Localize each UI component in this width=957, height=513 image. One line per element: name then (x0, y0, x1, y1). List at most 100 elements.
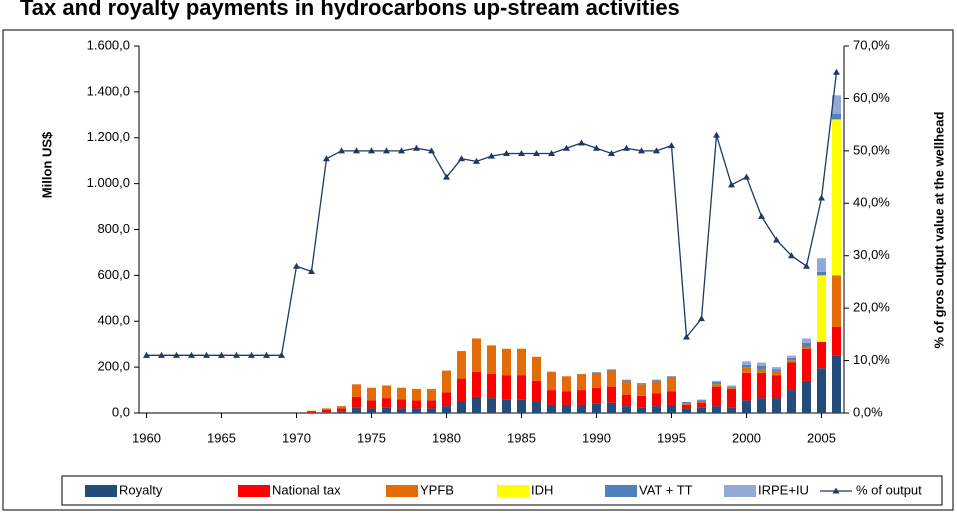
bar-segment (427, 408, 436, 413)
bar-segment (577, 390, 586, 405)
bar-segment (577, 374, 586, 391)
bar-segment (757, 365, 766, 370)
x-tick-label: 1975 (357, 430, 386, 445)
x-tick-label: 1970 (282, 430, 311, 445)
line-marker (323, 155, 330, 162)
bar-segment (757, 398, 766, 413)
bar-segment (607, 369, 616, 371)
line-marker (368, 147, 375, 154)
bar-segment (817, 275, 826, 342)
legend-label: National tax (272, 482, 341, 497)
chart-title: Tax and royalty payments in hydrocarbons… (20, 0, 680, 20)
line-marker (563, 144, 570, 151)
bar-segment (382, 398, 391, 408)
bar-segment (562, 391, 571, 405)
bar-segment (682, 408, 691, 413)
bar-segment (802, 338, 811, 344)
chart-frame (2, 29, 954, 511)
line-marker (518, 149, 525, 156)
line-marker (308, 267, 315, 274)
x-tick-label: 1990 (582, 430, 611, 445)
legend-label: IDH (531, 482, 553, 497)
bar-segment (757, 372, 766, 399)
y-tick-label: 1.600,0 (87, 37, 130, 52)
bar-segment (562, 376, 571, 392)
bar-segment (622, 379, 631, 381)
bar-segment (832, 119, 841, 276)
bar-segment (682, 404, 691, 409)
legend-label: YPFB (420, 482, 454, 497)
bar-segment (652, 379, 661, 381)
line-marker (488, 152, 495, 159)
bar-segment (652, 393, 661, 407)
line-marker (803, 262, 810, 269)
bar-segment (592, 387, 601, 404)
legend-label: Royalty (119, 482, 163, 497)
bar-segment (667, 377, 676, 392)
bar-segment (607, 370, 616, 387)
bar-segment (712, 406, 721, 413)
line-marker (713, 131, 720, 138)
bar-segment (427, 388, 436, 401)
line-marker (233, 351, 240, 358)
line-marker (833, 68, 840, 75)
bar-segment (772, 375, 781, 399)
y-tick-label: 800,0 (97, 221, 130, 236)
line-marker (683, 333, 690, 340)
line-marker (413, 144, 420, 151)
line-marker (773, 236, 780, 243)
legend-label: % of output (856, 482, 922, 497)
line-marker (728, 181, 735, 188)
y-tick-label: 400,0 (97, 313, 130, 328)
line-marker (758, 212, 765, 219)
line-marker (458, 155, 465, 162)
bar-segment (637, 384, 646, 396)
bar-segment (322, 410, 331, 413)
line-marker (473, 157, 480, 164)
bar-segment (547, 390, 556, 405)
bar-segment (412, 388, 421, 401)
y2-tick-label: 10,0% (853, 352, 890, 367)
bar-segment (427, 400, 436, 409)
line-marker (143, 351, 150, 358)
bar-segment (727, 388, 736, 408)
bar-segment (727, 387, 736, 389)
bar-segment (592, 372, 601, 388)
legend-label: VAT + TT (639, 482, 693, 497)
bar-segment (742, 400, 751, 413)
line-marker (338, 147, 345, 154)
bar-segment (772, 367, 781, 370)
bar-segment (697, 399, 706, 401)
bar-segment (727, 385, 736, 387)
legend-swatch (238, 485, 270, 497)
bar-segment (667, 376, 676, 378)
bar-segment (457, 351, 466, 379)
bar-segment (457, 378, 466, 402)
x-tick-label: 1960 (132, 430, 161, 445)
bar-segment (562, 404, 571, 413)
bar-segment (817, 368, 826, 413)
bar-segment (832, 275, 841, 327)
bar-segment (457, 401, 466, 413)
legend-label: IRPE+IU (758, 482, 809, 497)
x-tick-label: 1985 (507, 430, 536, 445)
line-marker (608, 149, 615, 156)
bar-segment (367, 387, 376, 401)
y2-tick-label: 60,0% (853, 90, 890, 105)
y2-tick-label: 20,0% (853, 300, 890, 315)
x-tick-label: 2000 (732, 430, 761, 445)
bar-segment (637, 383, 646, 385)
bar-segment (652, 406, 661, 413)
bar-segment (502, 348, 511, 376)
line-marker (668, 142, 675, 149)
line-marker (593, 144, 600, 151)
bar-segment (787, 357, 796, 361)
y2-tick-label: 0,0% (853, 404, 883, 419)
x-tick-label: 2005 (807, 430, 836, 445)
bar-segment (652, 380, 661, 394)
bar-segment (607, 402, 616, 413)
y2-tick-label: 70,0% (853, 37, 890, 52)
x-tick-label: 1980 (432, 430, 461, 445)
bar-segment (577, 404, 586, 413)
bar-segment (772, 398, 781, 413)
